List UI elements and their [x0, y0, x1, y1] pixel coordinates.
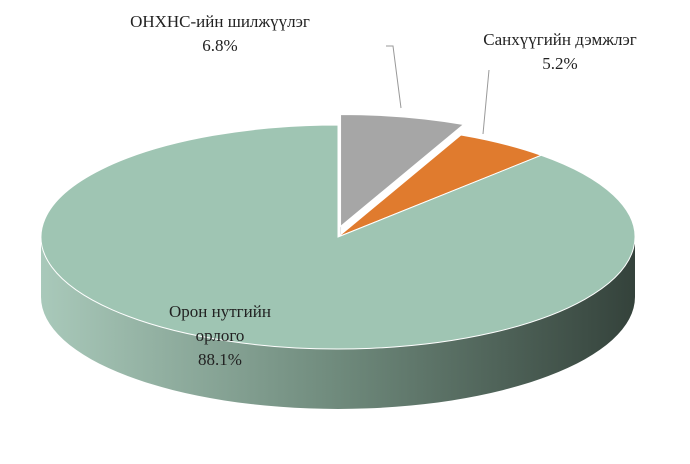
leader-line: [386, 45, 402, 109]
slice-label: Санхүүгийн дэмжлэг 5.2%: [470, 28, 650, 76]
pie-side: [41, 237, 635, 409]
slices: [40, 113, 636, 409]
slice-label: ОНХНС-ийн шилжүүлэг 6.8%: [130, 10, 310, 58]
category-label: ОНХНС-ийн шилжүүлэг: [130, 12, 310, 31]
pie-slice: [40, 124, 636, 350]
value-label: 5.2%: [542, 54, 578, 73]
value-label: 6.8%: [202, 36, 238, 55]
leader-line: [482, 69, 490, 135]
slice-label: Орон нутгийн орлого 88.1%: [150, 300, 290, 372]
category-label: Санхүүгийн дэмжлэг: [483, 30, 637, 49]
value-label: 88.1%: [198, 350, 242, 369]
category-label: Орон нутгийн орлого: [169, 302, 271, 345]
pie-slice: [340, 113, 465, 228]
